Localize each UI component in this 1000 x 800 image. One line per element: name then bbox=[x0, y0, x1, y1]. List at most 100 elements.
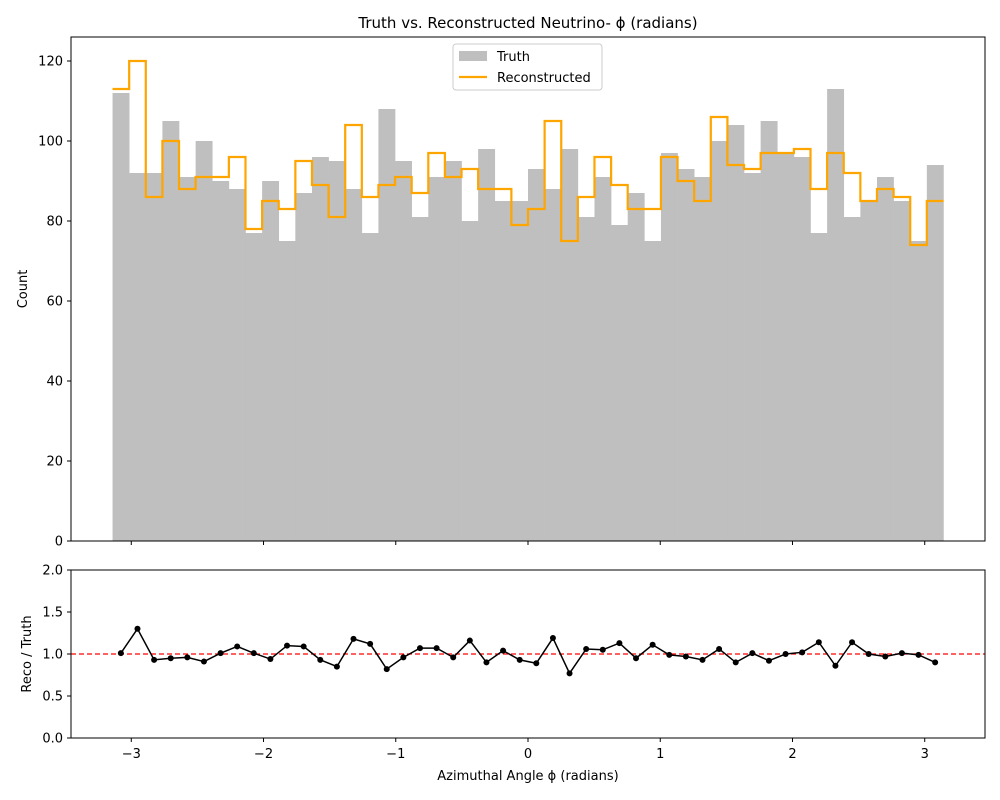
ratio-point bbox=[367, 640, 374, 647]
truth-bar bbox=[860, 201, 878, 541]
truth-bar bbox=[162, 121, 180, 541]
ratio-point bbox=[599, 646, 606, 653]
ratio-point bbox=[416, 645, 423, 652]
ratio-point bbox=[583, 645, 590, 652]
truth-bar bbox=[744, 173, 761, 541]
truth-bar bbox=[910, 241, 928, 541]
legend-box bbox=[452, 43, 603, 91]
ratio-point bbox=[566, 670, 573, 677]
truth-bar bbox=[278, 241, 296, 541]
ratio-panel: 0.0 0.5 1.0 1.5 2.0 −3 −2 −1 0 1 2 3 bbox=[42, 564, 986, 762]
truth-bar bbox=[311, 157, 329, 541]
ratio-point bbox=[117, 650, 124, 657]
truth-bar bbox=[611, 225, 629, 541]
truth-bar bbox=[444, 161, 462, 541]
x-tick-label: −1 bbox=[386, 747, 405, 762]
truth-bar bbox=[644, 241, 662, 541]
truth-bar bbox=[228, 189, 246, 541]
ratio-point bbox=[749, 650, 756, 657]
y-axis-label-main: Count bbox=[16, 270, 31, 309]
ratio-point bbox=[267, 656, 274, 663]
y-tick-label-ratio: 0.0 bbox=[42, 732, 63, 747]
ratio-point bbox=[533, 660, 540, 667]
y-tick-label-main: 120 bbox=[38, 55, 63, 70]
y-tick-label-ratio: 0.5 bbox=[42, 690, 63, 705]
x-axis-label: Azimuthal Angle ϕ (radians) bbox=[437, 769, 618, 784]
truth-bar bbox=[112, 93, 130, 541]
x-tick-label: 0 bbox=[524, 747, 532, 762]
ratio-point bbox=[682, 653, 689, 660]
truth-bar bbox=[577, 217, 595, 541]
truth-bar bbox=[461, 221, 479, 541]
ratio-point bbox=[799, 649, 806, 656]
x-tick-label: 1 bbox=[656, 747, 664, 762]
ratio-point bbox=[200, 658, 207, 665]
truth-bar bbox=[511, 201, 529, 541]
legend-reconstructed-label: Reconstructed bbox=[497, 71, 591, 86]
truth-bar bbox=[494, 201, 512, 541]
truth-bar bbox=[295, 193, 313, 541]
ratio-point bbox=[782, 651, 789, 657]
y-tick-label-ratio: 1.0 bbox=[42, 648, 63, 663]
y-tick-label-main: 40 bbox=[46, 375, 63, 390]
ratio-point bbox=[350, 635, 357, 642]
ratio-point bbox=[433, 645, 440, 652]
ratio-point bbox=[217, 650, 224, 657]
ratio-point bbox=[500, 647, 507, 654]
ratio-point bbox=[483, 659, 490, 666]
truth-bar bbox=[677, 169, 695, 541]
truth-bar bbox=[544, 189, 562, 541]
x-tick-label: 2 bbox=[788, 747, 796, 762]
x-tick-label: 3 bbox=[921, 747, 929, 762]
ratio-point bbox=[616, 640, 623, 647]
truth-bar bbox=[345, 189, 363, 541]
ratio-point bbox=[516, 656, 523, 663]
truth-bar bbox=[428, 177, 446, 541]
ratio-point bbox=[716, 645, 723, 652]
x-tick-label: −3 bbox=[122, 747, 141, 762]
ratio-point bbox=[284, 642, 291, 649]
truth-bar bbox=[195, 141, 213, 541]
ratio-point bbox=[151, 656, 158, 663]
ratio-point bbox=[383, 666, 390, 673]
ratio-point bbox=[666, 651, 673, 658]
ratio-point bbox=[882, 653, 889, 660]
y-tick-label-ratio: 2.0 bbox=[42, 564, 63, 579]
truth-bar bbox=[212, 181, 230, 541]
ratio-point bbox=[400, 654, 407, 661]
legend-truth-swatch bbox=[459, 51, 487, 61]
truth-bar bbox=[777, 153, 795, 541]
x-tick-label: −2 bbox=[254, 747, 273, 762]
truth-bar bbox=[876, 177, 894, 541]
ratio-point bbox=[250, 650, 257, 657]
truth-bar bbox=[528, 169, 545, 541]
truth-bar bbox=[727, 125, 745, 541]
ratio-point bbox=[134, 625, 141, 632]
y-tick-label-main: 80 bbox=[46, 215, 63, 230]
ratio-point bbox=[915, 651, 922, 658]
legend-truth-label: Truth bbox=[496, 50, 530, 65]
ratio-point bbox=[732, 659, 739, 666]
truth-bar bbox=[395, 161, 412, 541]
ratio-point bbox=[167, 655, 174, 662]
truth-bar bbox=[760, 121, 778, 541]
ratio-point bbox=[765, 657, 772, 664]
truth-bar bbox=[378, 109, 396, 541]
truth-bar bbox=[561, 149, 579, 541]
truth-bar bbox=[926, 165, 944, 541]
truth-bar bbox=[411, 217, 429, 541]
y-axis-label-ratio: Reco / Truth bbox=[20, 615, 35, 692]
truth-bar bbox=[129, 173, 147, 541]
ratio-point bbox=[317, 656, 324, 663]
ratio-point bbox=[466, 637, 473, 644]
truth-bar bbox=[843, 217, 861, 541]
truth-bar bbox=[262, 181, 280, 541]
ratio-point bbox=[184, 654, 191, 661]
chart-title: Truth vs. Reconstructed Neutrino- ϕ (rad… bbox=[357, 14, 697, 32]
ratio-point bbox=[633, 655, 640, 662]
y-tick-label-ratio: 1.5 bbox=[42, 606, 63, 621]
ratio-point bbox=[333, 663, 340, 670]
truth-bar bbox=[328, 161, 346, 541]
ratio-point bbox=[699, 656, 706, 663]
